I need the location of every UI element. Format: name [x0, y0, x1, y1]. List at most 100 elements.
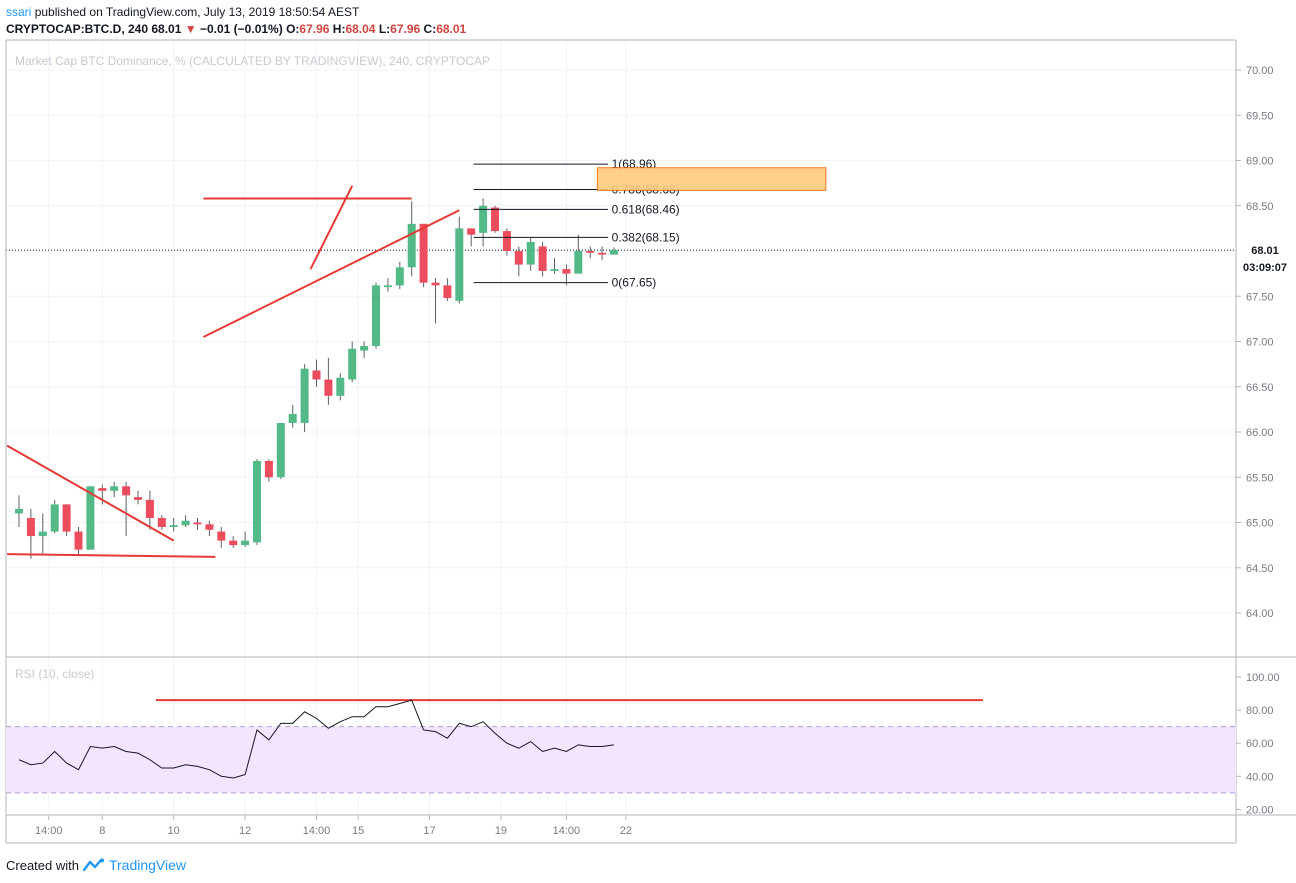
candle-down	[205, 524, 214, 530]
tradingview-brand[interactable]: TradingView	[108, 857, 187, 873]
open-label: O:	[286, 22, 300, 36]
price-axis-bg	[1236, 40, 1296, 815]
target-zone-rect	[596, 167, 827, 191]
candle-up	[383, 285, 392, 288]
candle-up	[336, 377, 345, 396]
candle-down	[419, 223, 428, 283]
candle-up	[181, 520, 190, 526]
candle-up	[395, 267, 404, 286]
rsi-title: RSI (10, close)	[15, 667, 94, 681]
candle-up	[348, 348, 357, 380]
rsi-band-layer	[6, 726, 1236, 794]
trendline	[6, 444, 175, 542]
candle-up	[479, 205, 488, 233]
candle-up	[169, 525, 178, 528]
current-price-tag-bg	[1237, 241, 1293, 259]
candle-down	[312, 370, 321, 380]
time-tick-label: 14:00	[553, 825, 581, 837]
price-tags: 68.01 03:09:07	[1237, 241, 1293, 276]
candle-up	[38, 531, 47, 537]
candle-down	[145, 499, 154, 518]
last-price: 68.01	[151, 22, 182, 36]
candle-up	[455, 228, 464, 301]
candle-down	[598, 252, 607, 255]
price-tick-label: 66.00	[1246, 427, 1274, 439]
candle-up	[526, 241, 535, 265]
time-tick-label: 12	[239, 825, 251, 837]
candle-down	[514, 251, 523, 265]
time-tick-label: 22	[620, 825, 632, 837]
candle-down	[443, 285, 452, 299]
footer: Created with TradingView	[6, 857, 186, 873]
price-tick-label: 66.50	[1246, 382, 1274, 394]
time-tick-label: 15	[352, 825, 364, 837]
time-tick-label: 14:00	[35, 825, 63, 837]
price-tick-label: 69.00	[1246, 156, 1274, 168]
price-tick-label: 67.50	[1246, 291, 1274, 303]
candle-down	[324, 379, 333, 396]
price-tick-label: 65.50	[1246, 472, 1274, 484]
rsi-tick-label: 40.00	[1246, 771, 1274, 783]
candle-down	[491, 207, 499, 232]
candle-down	[193, 522, 202, 525]
trendline	[309, 185, 354, 270]
candle-up	[360, 346, 369, 351]
candle-down	[26, 517, 35, 537]
tradingview-logo-icon	[82, 858, 104, 872]
candle-down	[217, 531, 226, 541]
price-tick-label: 69.50	[1246, 110, 1274, 122]
rsi-tick-label: 20.00	[1246, 804, 1274, 816]
candle-up	[407, 223, 416, 268]
change-arrow-icon: ▼	[184, 22, 197, 36]
time-axis[interactable]: 14:00 8 10 12 14:00 15 17 19 14:00 22	[35, 815, 632, 837]
high-value: 68.04	[345, 22, 376, 36]
time-tick-label: 19	[495, 825, 507, 837]
candle-up	[241, 540, 250, 546]
trendlines[interactable]	[6, 185, 983, 702]
candle-up	[610, 250, 618, 255]
candle-up	[300, 368, 309, 423]
candle-up	[550, 269, 559, 271]
symbol-label: CRYPTOCAP:BTC.D, 240	[6, 22, 149, 36]
rsi-line	[18, 699, 615, 779]
open-value: 67.96	[299, 22, 330, 36]
author-name[interactable]: ssari	[6, 5, 32, 19]
close-label: C:	[423, 22, 437, 36]
candle-up	[288, 413, 297, 423]
target-zone[interactable]	[596, 167, 827, 191]
trendline	[7, 553, 216, 558]
fib-level-label: 0(67.65)	[612, 276, 657, 290]
candle-down	[62, 504, 71, 532]
candle-down	[502, 231, 511, 251]
time-tick-label: 8	[99, 825, 105, 837]
price-tick-label: 64.50	[1246, 563, 1274, 575]
trendline	[203, 209, 460, 338]
current-price-tag: 68.01	[1251, 245, 1279, 257]
candle-up	[86, 486, 95, 550]
candle-up	[253, 460, 261, 543]
candle-down	[562, 269, 571, 274]
candle-up	[276, 422, 285, 478]
change-value: −0.01 (−0.01%)	[199, 22, 283, 36]
candle-up	[372, 285, 380, 347]
candle-up	[15, 508, 23, 514]
published-line: ssari published on TradingView.com, July…	[6, 5, 359, 19]
candle-up	[50, 504, 59, 532]
price-tick-label: 65.00	[1246, 518, 1274, 530]
rsi-tick-label: 80.00	[1246, 705, 1274, 717]
candle-down	[157, 517, 166, 528]
low-value: 67.96	[390, 22, 421, 36]
price-tick-label: 70.00	[1246, 65, 1274, 77]
candle-up	[110, 486, 119, 491]
candle-down	[586, 251, 595, 253]
rsi-series	[18, 699, 615, 779]
price-tick-label: 68.50	[1246, 201, 1274, 213]
high-label: H:	[332, 22, 346, 36]
price-tick-label: 67.00	[1246, 337, 1274, 349]
fib-level-label: 0.618(68.46)	[612, 202, 680, 216]
countdown-tag-bg	[1237, 259, 1293, 276]
main-chart-title: Market Cap BTC Dominance, % (CALCULATED …	[15, 54, 490, 68]
created-with-text: Created with	[6, 857, 79, 873]
rsi-tick-label: 100.00	[1246, 672, 1280, 684]
